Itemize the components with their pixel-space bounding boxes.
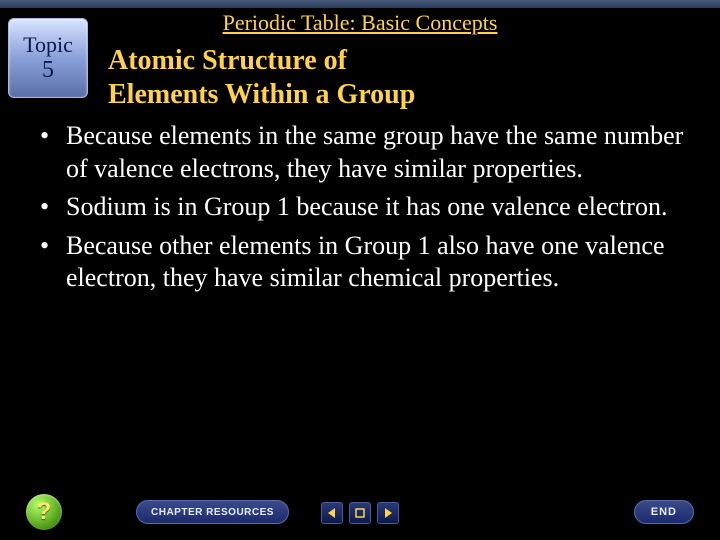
end-label: END (651, 506, 677, 518)
end-button[interactable]: END (634, 500, 694, 524)
chapter-resources-label: CHAPTER RESOURCES (151, 507, 274, 518)
bullet-list: Because elements in the same group have … (40, 120, 690, 301)
slide-subtitle: Atomic Structure of Elements Within a Gr… (108, 44, 415, 111)
help-glyph: ? (37, 498, 52, 526)
subtitle-line2: Elements Within a Group (108, 79, 415, 110)
topic-label: Topic (23, 33, 73, 57)
list-item: Because elements in the same group have … (40, 120, 690, 185)
topic-badge: Topic 5 (8, 18, 88, 98)
help-icon[interactable]: ? (26, 494, 62, 530)
page-title: Periodic Table: Basic Concepts (0, 10, 720, 36)
square-icon (354, 507, 366, 519)
next-button[interactable] (377, 502, 399, 524)
prev-button[interactable] (321, 502, 343, 524)
slide: Periodic Table: Basic Concepts Topic 5 A… (0, 0, 720, 540)
topic-number: 5 (42, 57, 54, 83)
subtitle-line1: Atomic Structure of (108, 45, 347, 76)
footer: ? CHAPTER RESOURCES END (0, 490, 720, 530)
triangle-right-icon (382, 507, 394, 519)
chapter-resources-button[interactable]: CHAPTER RESOURCES (136, 500, 289, 524)
list-item: Because other elements in Group 1 also h… (40, 230, 690, 295)
nav-group (321, 502, 399, 524)
triangle-left-icon (326, 507, 338, 519)
list-item: Sodium is in Group 1 because it has one … (40, 191, 690, 224)
stop-button[interactable] (349, 502, 371, 524)
top-strip (0, 0, 720, 8)
